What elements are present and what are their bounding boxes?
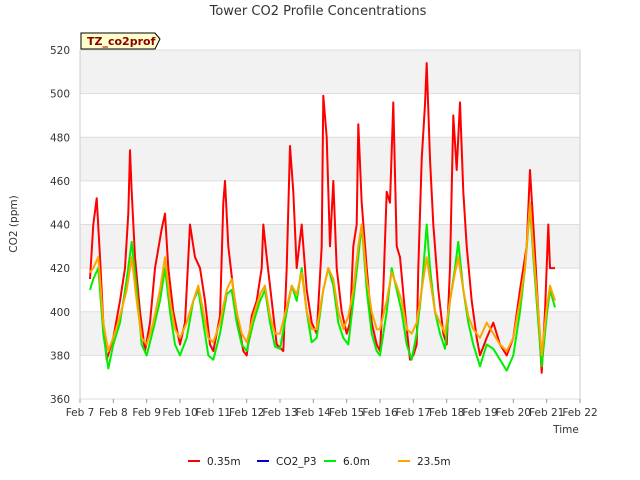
legend-label: 23.5m xyxy=(417,456,451,468)
legend: 0.35m CO2_P3 6.0m 23.5m xyxy=(188,456,451,468)
legend-label: 0.35m xyxy=(207,456,241,468)
x-tick-label: Feb 16 xyxy=(362,407,398,419)
x-tick-label: Feb 11 xyxy=(196,407,231,419)
y-axis-label: CO2 (ppm) xyxy=(8,195,20,252)
y-tick-label: 400 xyxy=(50,307,70,319)
x-tick-label: Feb 8 xyxy=(99,407,128,419)
series-line-0-35m xyxy=(89,62,555,374)
y-tick-label: 480 xyxy=(50,132,70,144)
x-tick-label: Feb 13 xyxy=(262,407,297,419)
series-line-23-5m xyxy=(89,201,556,357)
x-tick-label: Feb 21 xyxy=(529,407,564,419)
plot-band xyxy=(80,50,580,94)
y-tick-labels: 360 380 400 420 440 460 480 500 520 xyxy=(50,45,70,406)
x-tick-label: Feb 17 xyxy=(396,407,431,419)
x-tick-label: Feb 7 xyxy=(66,407,95,419)
plot-band xyxy=(80,137,580,181)
y-tick-label: 520 xyxy=(50,45,70,57)
x-tick-label: Feb 12 xyxy=(229,407,264,419)
x-tick-label: Feb 14 xyxy=(296,407,332,419)
legend-label: CO2_P3 xyxy=(276,456,317,468)
x-tick-label: Feb 9 xyxy=(132,407,161,419)
x-tick-label: Feb 19 xyxy=(462,407,497,419)
x-tick-label: Feb 20 xyxy=(496,407,531,419)
y-tick-label: 420 xyxy=(50,263,70,275)
site-tag-label: TZ_co2prof xyxy=(87,35,156,48)
chart-title: Tower CO2 Profile Concentrations xyxy=(209,4,427,19)
x-tick-label: Feb 18 xyxy=(429,407,464,419)
plot-band xyxy=(80,355,580,399)
x-tick-label: Feb 10 xyxy=(162,407,197,419)
y-tick-label: 360 xyxy=(50,394,70,406)
x-axis-label: Time xyxy=(552,424,579,436)
x-tick-label: Feb 22 xyxy=(562,407,597,419)
site-tag-box xyxy=(80,32,161,50)
plot-band xyxy=(80,93,580,138)
x-tick-label: Feb 15 xyxy=(329,407,364,419)
y-tick-label: 500 xyxy=(50,89,70,101)
y-tick-label: 440 xyxy=(50,220,70,232)
series-line-6-0m xyxy=(89,206,556,372)
y-tick-label: 460 xyxy=(50,176,70,188)
legend-label: 6.0m xyxy=(343,456,370,468)
series-lines xyxy=(89,62,556,374)
site-tag: TZ_co2prof xyxy=(80,32,161,50)
y-tick-label: 380 xyxy=(50,350,70,362)
